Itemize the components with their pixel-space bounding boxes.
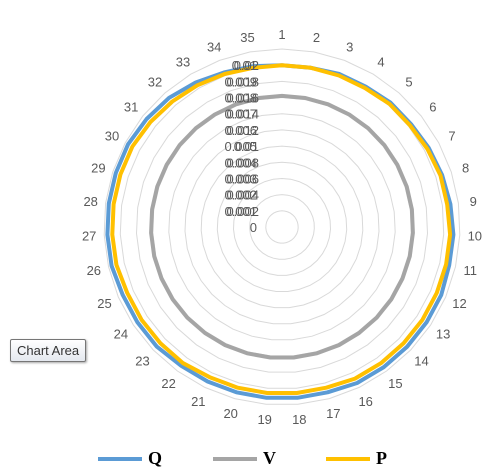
grid-ring-9 (135, 80, 429, 373)
radial-tick-5: 0.005 (224, 139, 257, 154)
radial-tick-7: 0.007 (224, 107, 257, 122)
legend-swatch-q (98, 456, 142, 461)
legend-item-v: V (213, 448, 276, 469)
grid-ring-6 (184, 129, 380, 325)
category-label-31: 31 (124, 100, 138, 115)
grid-ring-10 (119, 64, 445, 389)
category-label-20: 20 (223, 406, 237, 421)
category-label-19: 19 (257, 412, 271, 427)
grid-ring-11 (103, 48, 461, 405)
category-label-28: 28 (83, 194, 97, 209)
grid-ring-4 (216, 161, 348, 292)
radial-tick-overlay-8: 0.018 (226, 74, 259, 89)
category-label-13: 13 (436, 326, 450, 341)
grid-ring-1 (265, 210, 299, 244)
category-label-10: 10 (468, 229, 482, 244)
series-line-v (149, 93, 415, 360)
category-label-25: 25 (97, 296, 111, 311)
legend-item-p: P (326, 448, 387, 469)
category-label-27: 27 (82, 229, 96, 244)
radial-tick-overlay-7: 0.016 (226, 91, 259, 106)
category-label-1: 1 (278, 27, 285, 42)
legend-swatch-p (326, 456, 370, 461)
radial-tick-overlay-2: 0.006 (226, 172, 259, 187)
legend-label-p: P (376, 448, 387, 468)
chart-area-tooltip: Chart Area (10, 339, 87, 362)
category-label-16: 16 (358, 394, 372, 409)
grid-ring-5 (200, 145, 364, 309)
radial-tick-overlay-9: 0.02 (234, 58, 259, 73)
radial-tick-6: 0.006 (224, 123, 257, 138)
radial-tick-4: 0.004 (224, 155, 257, 170)
legend-swatch-v (213, 456, 257, 461)
radial-tick-9: 0.009 (224, 74, 257, 89)
legend-label-v: V (263, 448, 276, 468)
radial-tick-2: 0.002 (224, 188, 257, 203)
category-label-18: 18 (292, 412, 306, 427)
category-label-22: 22 (161, 376, 175, 391)
category-label-3: 3 (346, 39, 353, 54)
category-label-5: 5 (405, 75, 412, 90)
radial-tick-overlay-3: 0.008 (226, 155, 259, 170)
grid-ring-3 (232, 177, 332, 276)
category-label-35: 35 (240, 30, 254, 45)
category-label-12: 12 (452, 296, 466, 311)
category-label-24: 24 (114, 326, 128, 341)
legend-item-q: Q (98, 448, 162, 469)
grid-ring-8 (152, 96, 412, 357)
category-label-2: 2 (313, 30, 320, 45)
category-label-34: 34 (207, 39, 221, 54)
radial-tick-0: 0 (250, 220, 257, 235)
category-label-6: 6 (429, 100, 436, 115)
category-label-17: 17 (326, 406, 340, 421)
radial-tick-3: 0.003 (224, 172, 257, 187)
category-label-30: 30 (105, 129, 119, 144)
radial-tick-10: 0.01 (232, 58, 257, 73)
category-label-7: 7 (448, 129, 455, 144)
category-label-23: 23 (135, 353, 149, 368)
series-line-p (110, 63, 453, 395)
category-label-14: 14 (414, 353, 428, 368)
radial-tick-overlay-1: 0.004 (226, 188, 259, 203)
radial-tick-1: 0.001 (224, 204, 257, 219)
category-label-21: 21 (191, 394, 205, 409)
grid-ring-2 (249, 194, 315, 260)
radial-tick-overlay-6: 0.014 (226, 107, 259, 122)
radial-tick-8: 0.008 (224, 91, 257, 106)
legend: Q V P (0, 448, 491, 472)
grid-ring-7 (168, 113, 396, 341)
radial-tick-overlay-5: 0.012 (226, 123, 259, 138)
category-label-9: 9 (470, 194, 477, 209)
radial-tick-overlay-0: 0.002 (226, 204, 259, 219)
radial-tick-overlay-4: 0.01 (234, 139, 259, 154)
category-label-15: 15 (388, 376, 402, 391)
category-label-4: 4 (377, 54, 384, 69)
legend-label-q: Q (148, 448, 163, 468)
category-label-29: 29 (91, 160, 105, 175)
category-label-11: 11 (463, 263, 477, 278)
category-label-26: 26 (87, 263, 101, 278)
category-label-32: 32 (148, 75, 162, 90)
radar-chart: 1 234567891011121314151617181920212223242… (82, 27, 482, 427)
category-label-8: 8 (462, 160, 469, 175)
category-label-33: 33 (176, 54, 190, 69)
